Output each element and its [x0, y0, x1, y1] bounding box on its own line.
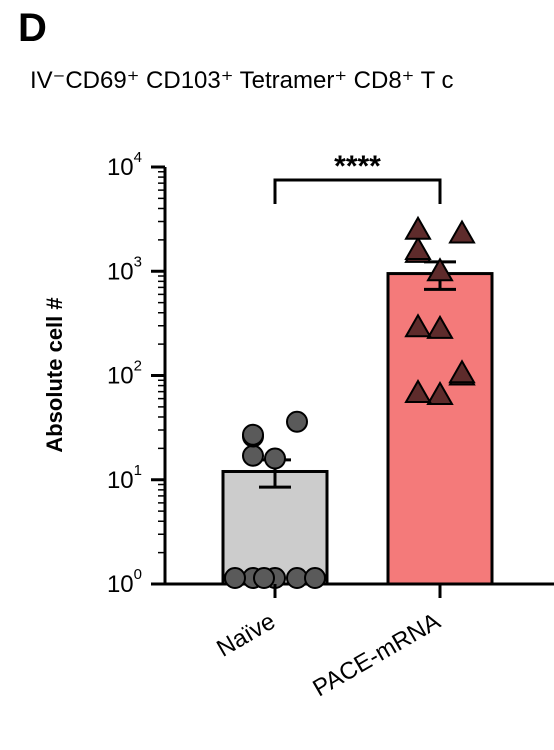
y-axis-label: Absolute cell #: [42, 297, 67, 452]
data-point: [224, 567, 246, 589]
data-point: [242, 423, 264, 446]
plot-area: 100 101 102 103 104 Naïve PACE-mRNA ****: [107, 149, 554, 702]
y-tick-label: 101: [107, 462, 142, 494]
bar: [221, 469, 329, 586]
significance-bracket: [273, 178, 442, 204]
x-tick-label: PACE-mRNA: [308, 608, 445, 702]
y-tick-label: 103: [107, 253, 142, 285]
data-point: [404, 215, 432, 240]
data-point: [242, 444, 264, 467]
data-point: [286, 410, 308, 433]
significance-label: ****: [334, 150, 381, 183]
panel-letter: D: [18, 6, 47, 50]
data-point: [253, 567, 275, 589]
data-point: [404, 378, 432, 403]
y-tick-label: 104: [107, 149, 142, 181]
data-point: [264, 447, 286, 470]
data-point: [426, 257, 454, 282]
y-tick-label: 102: [107, 358, 142, 390]
data-point: [426, 314, 454, 339]
x-tick-label: Naïve: [212, 608, 280, 663]
data-point: [404, 235, 432, 260]
data-point: [304, 567, 326, 589]
data-point: [426, 380, 454, 406]
chart-title: IV⁻CD69⁺ CD103⁺ Tetramer⁺ CD8⁺ T c: [30, 67, 454, 94]
y-tick-label: 100: [107, 566, 142, 598]
data-point: [404, 313, 432, 338]
data-point: [448, 219, 476, 244]
data-point: [448, 359, 476, 384]
